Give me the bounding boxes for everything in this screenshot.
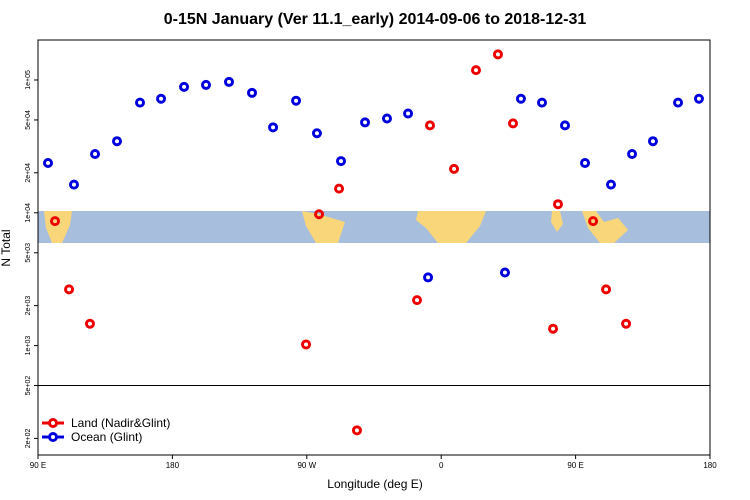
- x-axis-label: Longitude (deg E): [327, 477, 422, 491]
- point: [580, 158, 591, 169]
- point: [268, 122, 279, 133]
- y-tick-label: 5e+03: [25, 243, 32, 263]
- point: [68, 179, 79, 190]
- point: [223, 76, 234, 87]
- point: [351, 425, 362, 436]
- point: [301, 339, 312, 350]
- y-tick-label: 5e+04: [25, 110, 32, 130]
- point: [311, 128, 322, 139]
- point: [335, 156, 346, 167]
- point: [601, 284, 612, 295]
- point: [548, 323, 559, 334]
- point: [492, 49, 503, 60]
- point: [381, 113, 392, 124]
- legend-marker: [48, 418, 58, 428]
- point: [673, 97, 684, 108]
- chart-title: 0-15N January (Ver 11.1_early) 2014-09-0…: [164, 11, 587, 28]
- point: [90, 149, 101, 160]
- y-tick-label: 2e+04: [25, 163, 32, 183]
- x-tick-label: 90 E: [30, 461, 46, 470]
- y-tick-label: 5e+02: [25, 376, 32, 396]
- point: [360, 117, 371, 128]
- point: [470, 65, 481, 76]
- y-axis-label: N Total: [0, 229, 13, 266]
- point: [50, 216, 61, 227]
- point: [499, 267, 510, 278]
- point: [508, 118, 519, 129]
- point: [201, 79, 211, 90]
- point: [627, 149, 638, 160]
- x-tick-label: 180: [166, 461, 180, 470]
- y-tick-label: 1e+05: [25, 70, 32, 90]
- point: [693, 93, 704, 104]
- point: [64, 284, 75, 295]
- point: [314, 209, 325, 220]
- point: [537, 97, 547, 108]
- x-tick-label: 180: [703, 461, 717, 470]
- x-tick-label: 0: [439, 461, 444, 470]
- point: [43, 158, 54, 169]
- point: [559, 120, 570, 131]
- y-tick-label: 2e+02: [25, 428, 32, 448]
- point: [647, 136, 658, 147]
- y-tick-label: 2e+03: [25, 296, 32, 316]
- point: [246, 87, 257, 98]
- point: [403, 108, 414, 119]
- point: [156, 93, 167, 104]
- point: [423, 272, 434, 283]
- plot-frame: [37, 39, 711, 456]
- point: [552, 199, 563, 210]
- point: [111, 136, 122, 147]
- point: [449, 163, 460, 174]
- point: [334, 183, 345, 194]
- y-tick-label: 1e+04: [25, 203, 32, 223]
- point: [412, 295, 423, 306]
- point: [425, 120, 435, 131]
- point: [588, 216, 599, 227]
- point: [134, 97, 145, 108]
- point: [84, 318, 95, 329]
- legend-label: Ocean (Glint): [71, 430, 142, 444]
- legend-marker: [48, 432, 58, 442]
- point: [291, 95, 302, 106]
- y-tick-label: 1e+03: [25, 336, 32, 356]
- map-band: [38, 211, 710, 243]
- x-tick-label: 90 E: [567, 461, 583, 470]
- point: [605, 179, 616, 190]
- x-tick-label: 90 W: [297, 461, 316, 470]
- point: [179, 81, 190, 92]
- legend-label: Land (Nadir&Glint): [71, 416, 170, 430]
- point: [621, 318, 632, 329]
- point: [515, 93, 526, 104]
